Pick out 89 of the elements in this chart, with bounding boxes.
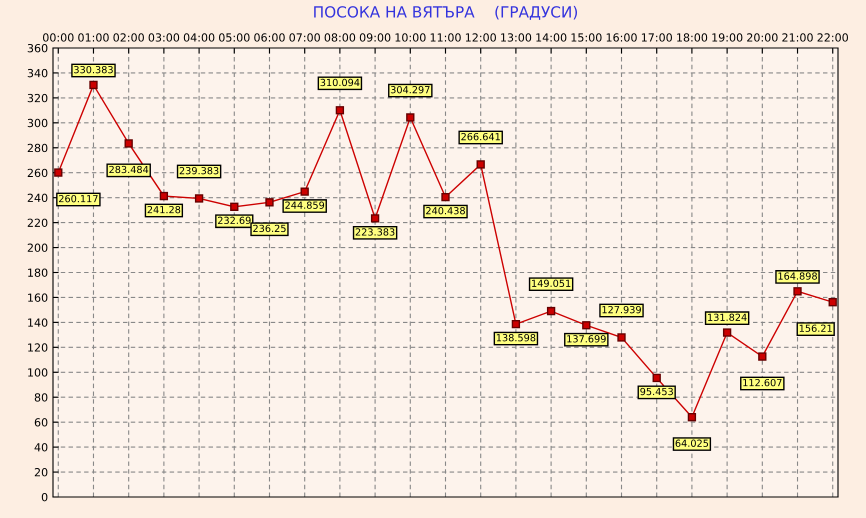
data-label: 138.598 [496, 334, 536, 342]
x-tick-label: 04:00 [184, 33, 214, 42]
data-label: 330.383 [74, 66, 113, 74]
y-tick-label: 0 [42, 492, 48, 502]
data-label: 260.117 [58, 194, 98, 202]
data-label: 149.051 [532, 280, 570, 287]
point [758, 352, 766, 361]
data-label: 112.607 [743, 378, 782, 386]
y-tick-label: 100 [28, 368, 48, 377]
y-tick-label: 340 [28, 68, 48, 78]
point [546, 306, 556, 316]
x-tick-label: 15:00 [572, 33, 602, 42]
point [652, 374, 661, 382]
y-tick-label: 160 [28, 293, 48, 302]
point [300, 187, 309, 196]
data-label: 283.484 [109, 166, 148, 174]
x-tick-label: 05:00 [219, 33, 250, 42]
point [54, 168, 62, 177]
y-tick-label: 120 [28, 343, 48, 352]
y-tick-label: 140 [28, 318, 48, 327]
point [617, 333, 626, 342]
data-label: 236.25 [253, 224, 286, 232]
data-label: 240.438 [426, 207, 465, 214]
point [722, 328, 732, 337]
data-label: 266.641 [461, 132, 500, 140]
data-label: 64.025 [676, 440, 708, 447]
x-tick-label: 09:00 [360, 33, 390, 42]
data-label: 137.699 [567, 335, 606, 343]
data-label: 304.297 [390, 86, 430, 94]
x-tick-label: 13:00 [501, 33, 532, 42]
x-tick-label: 16:00 [606, 33, 637, 42]
x-tick-label: 07:00 [289, 33, 320, 42]
x-tick-label: 06:00 [254, 33, 285, 42]
x-tick-label: 01:00 [78, 33, 109, 42]
x-tick-label: 12:00 [466, 33, 496, 42]
x-tick-label: 00:00 [43, 33, 74, 42]
point [793, 287, 802, 296]
x-tick-label: 22:00 [818, 33, 848, 42]
y-tick-label: 20 [34, 468, 48, 476]
point [688, 412, 696, 422]
point [160, 192, 168, 200]
y-tick-label: 40 [34, 443, 48, 452]
point [441, 192, 450, 202]
y-tick-label: 60 [34, 418, 48, 427]
point [828, 298, 837, 306]
x-tick-label: 17:00 [642, 33, 672, 42]
x-tick-label: 02:00 [113, 33, 144, 42]
point [265, 198, 274, 207]
point [370, 214, 380, 223]
y-tick-label: 180 [28, 268, 48, 277]
point [230, 202, 238, 211]
y-tick-label: 360 [28, 44, 48, 52]
data-label: 232.69 [218, 216, 251, 224]
x-tick-label: 11:00 [430, 33, 461, 42]
x-tick-label: 08:00 [324, 33, 356, 42]
y-tick-label: 260 [28, 168, 48, 178]
data-label: 241.28 [148, 206, 180, 214]
data-label: 156.21 [800, 324, 832, 332]
x-tick-label: 10:00 [396, 33, 426, 42]
x-tick-label: 20:00 [747, 33, 778, 42]
data-label: 310.094 [320, 78, 360, 86]
data-label: 244.859 [285, 202, 324, 209]
data-label: 127.939 [602, 306, 641, 314]
y-tick-label: 300 [28, 118, 48, 128]
chart-title: ПОСОКА НА ВЯТЪРА (ГРАДУСИ) [314, 6, 578, 20]
point [194, 194, 204, 203]
data-label: 164.898 [778, 272, 817, 280]
x-tick-label: 21:00 [782, 33, 813, 42]
point [124, 139, 133, 148]
point [476, 160, 485, 169]
y-tick-label: 280 [28, 144, 48, 152]
data-label: 239.383 [180, 166, 218, 174]
data-label: 131.824 [708, 314, 747, 321]
point [582, 321, 590, 330]
x-tick-label: 18:00 [677, 33, 708, 42]
point [89, 80, 98, 90]
point [406, 113, 414, 122]
point [336, 106, 344, 114]
y-tick-label: 200 [28, 244, 48, 252]
x-tick-label: 03:00 [148, 33, 180, 42]
y-tick-label: 320 [28, 94, 48, 102]
point [512, 320, 520, 328]
x-tick-label: 19:00 [712, 33, 742, 42]
y-tick-label: 240 [28, 194, 48, 202]
data-label: 223.383 [356, 228, 394, 236]
y-tick-label: 220 [28, 218, 48, 227]
x-tick-label: 14:00 [536, 33, 566, 42]
data-label: 95.453 [640, 388, 673, 396]
y-tick-label: 80 [34, 393, 48, 402]
